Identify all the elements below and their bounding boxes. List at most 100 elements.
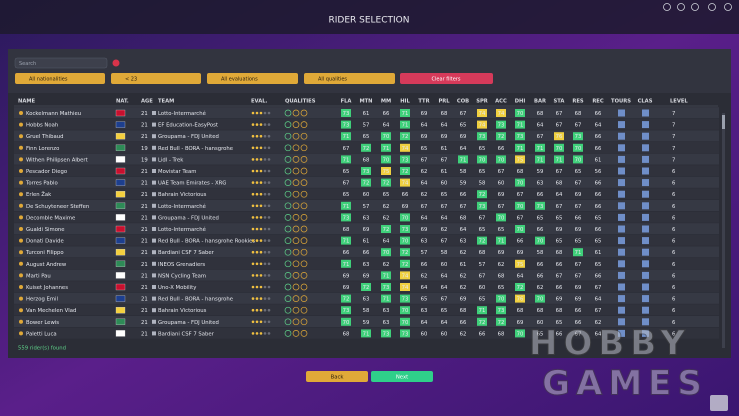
eval-star <box>259 216 263 219</box>
search-box[interactable] <box>14 57 108 69</box>
stat-highlight <box>400 317 410 326</box>
stat-value: 65 <box>441 192 448 198</box>
quality-icon <box>300 330 308 337</box>
stat-value: 58 <box>479 181 486 187</box>
quality-icon <box>300 248 308 256</box>
stat-highlight <box>477 120 487 129</box>
stat-value: 69 <box>363 273 370 279</box>
clear-filters-button[interactable] <box>400 73 493 84</box>
eval-star <box>259 158 263 161</box>
corner-icon <box>710 395 728 411</box>
rider-level: 7 <box>672 123 675 129</box>
scrollbar-thumb[interactable] <box>722 115 725 129</box>
status-dot <box>19 203 23 208</box>
eval-star <box>267 320 271 324</box>
nationality-flag <box>115 283 126 291</box>
rider-level: 6 <box>672 192 676 198</box>
rider-level: 6 <box>672 297 676 303</box>
stat-highlight <box>535 143 545 152</box>
stat-highlight <box>341 120 351 129</box>
clear-search[interactable] <box>112 59 120 67</box>
column-header: REC <box>592 99 604 105</box>
stat-highlight <box>477 236 487 245</box>
classics-badge <box>642 144 649 152</box>
stat-value: 68 <box>363 157 370 163</box>
eval-star <box>259 169 263 173</box>
eval-star <box>263 308 267 312</box>
stat-highlight <box>400 306 410 315</box>
evaluation-dropdown[interactable] <box>207 73 298 84</box>
stat-value: 64 <box>517 273 524 279</box>
rider-age: 21 <box>141 250 148 256</box>
stat-value: 76 <box>517 297 524 303</box>
nationality-flag <box>115 202 126 209</box>
stat-highlight <box>381 329 391 338</box>
stat-value: 70 <box>517 204 524 210</box>
nationality-flag <box>115 318 126 325</box>
eval-star <box>267 204 271 208</box>
stat-highlight <box>400 248 410 257</box>
stat-highlight <box>341 306 351 315</box>
back-button[interactable] <box>306 371 368 382</box>
stat-highlight <box>515 143 525 152</box>
stat-highlight <box>535 155 545 164</box>
age-dropdown[interactable] <box>111 73 201 84</box>
stat-value: 71 <box>363 331 370 337</box>
column-header: MM <box>381 99 391 105</box>
rider-level: 6 <box>672 169 676 175</box>
tours-badge <box>618 260 625 268</box>
classics-badge <box>642 109 649 117</box>
stat-value: 65 <box>498 227 505 233</box>
stat-highlight <box>515 329 525 338</box>
stat-value: 70 <box>575 157 582 163</box>
stat-value: 70 <box>479 157 486 163</box>
rider-age: 21 <box>141 181 148 187</box>
stat-highlight <box>400 132 410 141</box>
stat-value: 71 <box>383 273 390 279</box>
stat-value: 63 <box>460 239 467 245</box>
nationality-dropdown[interactable] <box>15 73 105 84</box>
stat-value: 75 <box>383 169 390 175</box>
stat-value: 69 <box>460 297 467 303</box>
stat-value: 63 <box>421 308 428 314</box>
eval-star <box>263 332 267 335</box>
stat-highlight <box>515 201 525 210</box>
stat-value: 71 <box>575 250 582 256</box>
stat-value: 66 <box>595 181 602 187</box>
eval-star <box>255 192 259 196</box>
stat-value: 70 <box>575 146 582 152</box>
nationality-flag <box>115 121 126 128</box>
stat-value: 67 <box>498 204 505 210</box>
stat-highlight <box>341 109 351 117</box>
qualities-dropdown[interactable] <box>304 73 395 84</box>
stat-value: 64 <box>460 146 467 152</box>
stat-value: 72 <box>498 134 505 140</box>
eval-star <box>263 123 267 126</box>
team-badge <box>152 134 156 139</box>
column-header: NAME <box>18 99 36 105</box>
stat-value: 60 <box>498 181 505 187</box>
status-dot <box>19 134 23 139</box>
status-dot <box>19 169 23 173</box>
quality-icon <box>292 144 300 152</box>
rider-age: 21 <box>141 134 148 140</box>
stat-value: 70 <box>537 239 544 245</box>
quality-icon <box>292 132 300 140</box>
stat-value: 74 <box>498 111 505 117</box>
stat-highlight <box>515 225 525 233</box>
next-button[interactable] <box>371 371 433 382</box>
quality-icon <box>284 283 292 291</box>
stat-value: 64 <box>595 297 602 303</box>
stat-value: 68 <box>517 308 524 314</box>
stat-value: 65 <box>595 262 602 268</box>
back-label: Back <box>331 375 345 381</box>
stat-value: 62 <box>460 285 467 291</box>
stat-value: 68 <box>479 250 486 256</box>
eval-star <box>259 332 263 335</box>
stat-value: 67 <box>575 181 582 187</box>
eval-star <box>251 111 255 115</box>
stat-value: 64 <box>460 227 467 233</box>
rider-team: Uno-X Mobility <box>158 285 196 291</box>
eval-star <box>263 227 267 231</box>
rider-team: UAE Team Emirates - XRG <box>158 181 226 187</box>
